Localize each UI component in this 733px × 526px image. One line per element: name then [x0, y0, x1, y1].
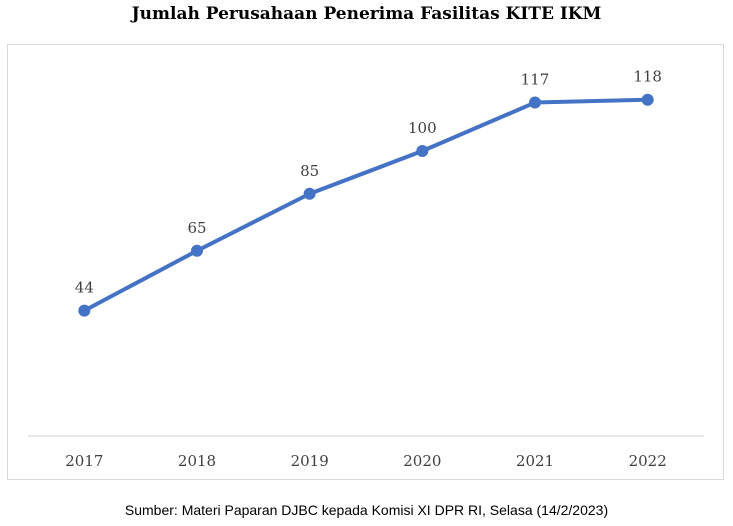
- data-label: 85: [300, 162, 319, 180]
- data-point-marker: [303, 187, 316, 200]
- data-point-marker: [529, 96, 541, 109]
- data-label: 117: [521, 71, 550, 89]
- data-point-marker: [191, 244, 203, 257]
- x-tick-label: 2021: [516, 452, 554, 470]
- x-tick-label: 2022: [629, 452, 667, 470]
- chart-title: Jumlah Perusahaan Penerima Fasilitas KIT…: [131, 4, 602, 24]
- x-tick-label: 2020: [403, 452, 441, 470]
- data-label: 44: [75, 279, 94, 297]
- data-point-marker: [641, 93, 654, 106]
- data-label: 118: [633, 68, 662, 86]
- data-point-marker: [78, 304, 91, 317]
- x-tick-label: 2018: [178, 452, 216, 470]
- x-tick-label: 2019: [291, 452, 329, 470]
- data-label: 100: [408, 119, 437, 137]
- data-point-marker: [416, 145, 429, 157]
- source-note: Sumber: Materi Paparan DJBC kepada Komis…: [124, 502, 609, 518]
- chart-area-frame: [7, 44, 724, 480]
- x-tick-label: 2017: [65, 452, 103, 470]
- series-line: [82, 97, 650, 313]
- data-label: 65: [187, 219, 206, 237]
